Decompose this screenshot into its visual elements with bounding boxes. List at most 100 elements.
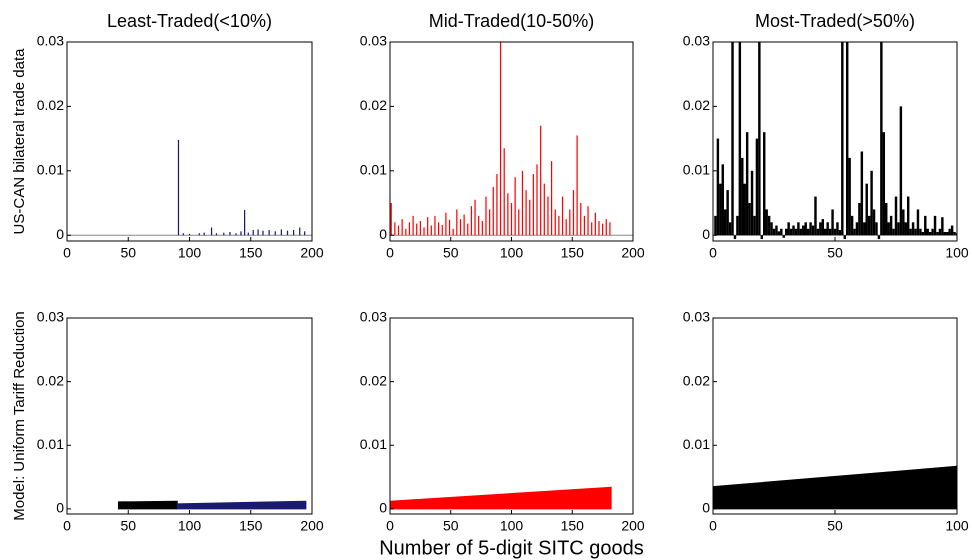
x-tick-label: 50 — [120, 245, 136, 261]
bar — [576, 135, 578, 236]
bar — [721, 164, 724, 236]
plot-marks — [390, 486, 612, 510]
bar — [569, 209, 571, 236]
bar — [203, 232, 205, 236]
bar — [936, 231, 939, 236]
bar — [804, 222, 807, 236]
bar — [416, 223, 418, 236]
bar — [733, 235, 737, 240]
bar — [887, 222, 890, 236]
bar — [892, 228, 895, 236]
bar — [738, 42, 742, 236]
bar — [921, 231, 925, 236]
bar — [605, 219, 607, 236]
bar — [760, 235, 764, 240]
bar — [554, 209, 556, 236]
bar — [401, 219, 403, 236]
bar — [470, 206, 473, 236]
bar — [448, 219, 451, 236]
bar — [609, 222, 611, 236]
y-tick-label: 0.01 — [360, 436, 387, 452]
bar — [474, 199, 476, 236]
bar — [244, 210, 246, 236]
x-tick-label: 150 — [239, 245, 263, 261]
bar — [880, 42, 883, 236]
bar — [536, 164, 538, 236]
bar — [928, 231, 932, 236]
bar — [789, 228, 793, 236]
x-tick-label: 0 — [386, 245, 394, 261]
x-tick-label: 100 — [500, 245, 524, 261]
bar — [496, 174, 498, 236]
x-tick-label: 200 — [621, 245, 645, 261]
x-tick-label: 50 — [443, 245, 459, 261]
y-tick-label: 0.03 — [37, 309, 64, 325]
bar — [467, 223, 469, 236]
y-axis-label: US-CAN bilateral trade data — [11, 48, 28, 235]
bar — [304, 231, 306, 236]
area — [176, 500, 307, 510]
bar — [434, 215, 436, 236]
bar — [865, 183, 868, 236]
bar — [780, 228, 783, 236]
bar — [736, 215, 739, 236]
y-tick-label: 0.03 — [683, 309, 710, 325]
bar — [811, 225, 815, 236]
bar — [955, 233, 957, 236]
bar — [397, 225, 400, 236]
x-tick-label: 100 — [945, 245, 969, 261]
bar — [456, 209, 458, 236]
bar — [950, 225, 954, 236]
bar — [924, 215, 927, 236]
y-tick-label: 0.01 — [37, 436, 64, 452]
x-tick-label: 100 — [178, 245, 202, 261]
subplot: 0 0.01 0.02 0.03 0 50 100 150 200 Number of 5-dig… — [360, 309, 645, 560]
bar — [819, 222, 822, 236]
bar — [726, 190, 729, 236]
bar — [514, 177, 516, 236]
bar — [247, 232, 249, 236]
bar — [767, 215, 771, 236]
bar — [863, 222, 866, 236]
bar — [561, 196, 564, 236]
bar — [408, 222, 411, 236]
subplot-title: Least-Traded(<10%) — [107, 11, 272, 31]
bar — [836, 222, 839, 236]
bar — [728, 222, 732, 236]
area — [713, 465, 957, 510]
bar — [741, 157, 744, 236]
bar — [714, 215, 717, 236]
bar — [478, 215, 480, 236]
plot-marks — [67, 139, 312, 236]
bar — [885, 203, 888, 236]
bar — [198, 233, 200, 236]
bar — [799, 228, 803, 236]
bar — [507, 193, 509, 236]
bar — [441, 224, 443, 236]
bar — [558, 215, 560, 236]
bar — [809, 222, 812, 236]
bar — [953, 231, 956, 236]
bar — [948, 228, 951, 236]
bar — [485, 196, 487, 236]
bar — [503, 148, 505, 236]
bar — [946, 231, 949, 236]
bar — [481, 221, 483, 236]
bar — [405, 228, 407, 236]
bar — [594, 212, 596, 236]
y-axis-label: Model: Uniform Tariff Reduction — [11, 311, 28, 521]
bar — [833, 228, 837, 236]
bar — [262, 230, 264, 236]
subplot: 0 0.01 0.02 0.03 0 50 100 — [683, 309, 969, 534]
bar — [902, 209, 905, 236]
plot-area — [67, 318, 312, 514]
bar — [299, 227, 301, 236]
bar — [889, 215, 893, 236]
bar — [215, 233, 218, 236]
y-tick-label: 0.02 — [683, 372, 710, 388]
y-tick-label: 0.01 — [360, 162, 387, 178]
bar — [602, 223, 604, 236]
x-tick-label: 150 — [561, 518, 585, 534]
bar — [821, 219, 825, 236]
bar — [223, 232, 225, 236]
